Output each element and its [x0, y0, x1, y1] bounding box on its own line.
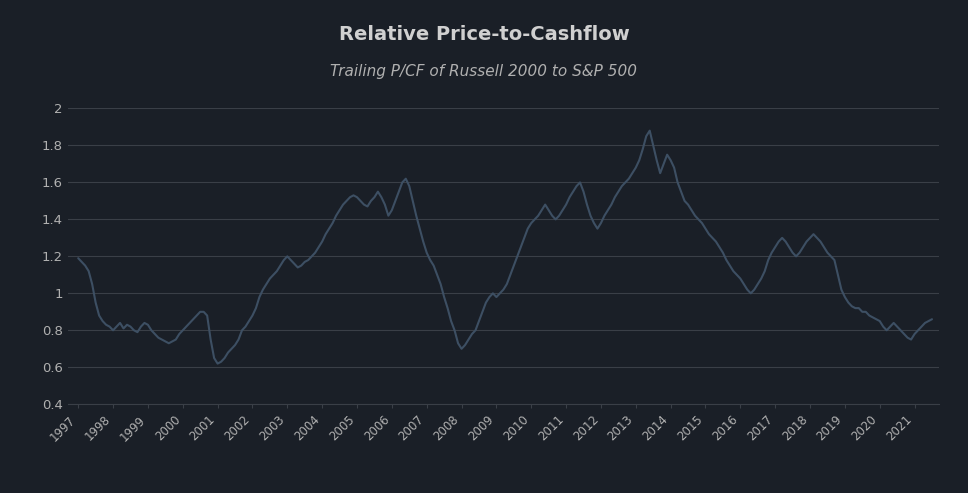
Text: Trailing P/CF of Russell 2000 to S&P 500: Trailing P/CF of Russell 2000 to S&P 500	[330, 64, 638, 79]
Text: Relative Price-to-Cashflow: Relative Price-to-Cashflow	[339, 25, 629, 44]
